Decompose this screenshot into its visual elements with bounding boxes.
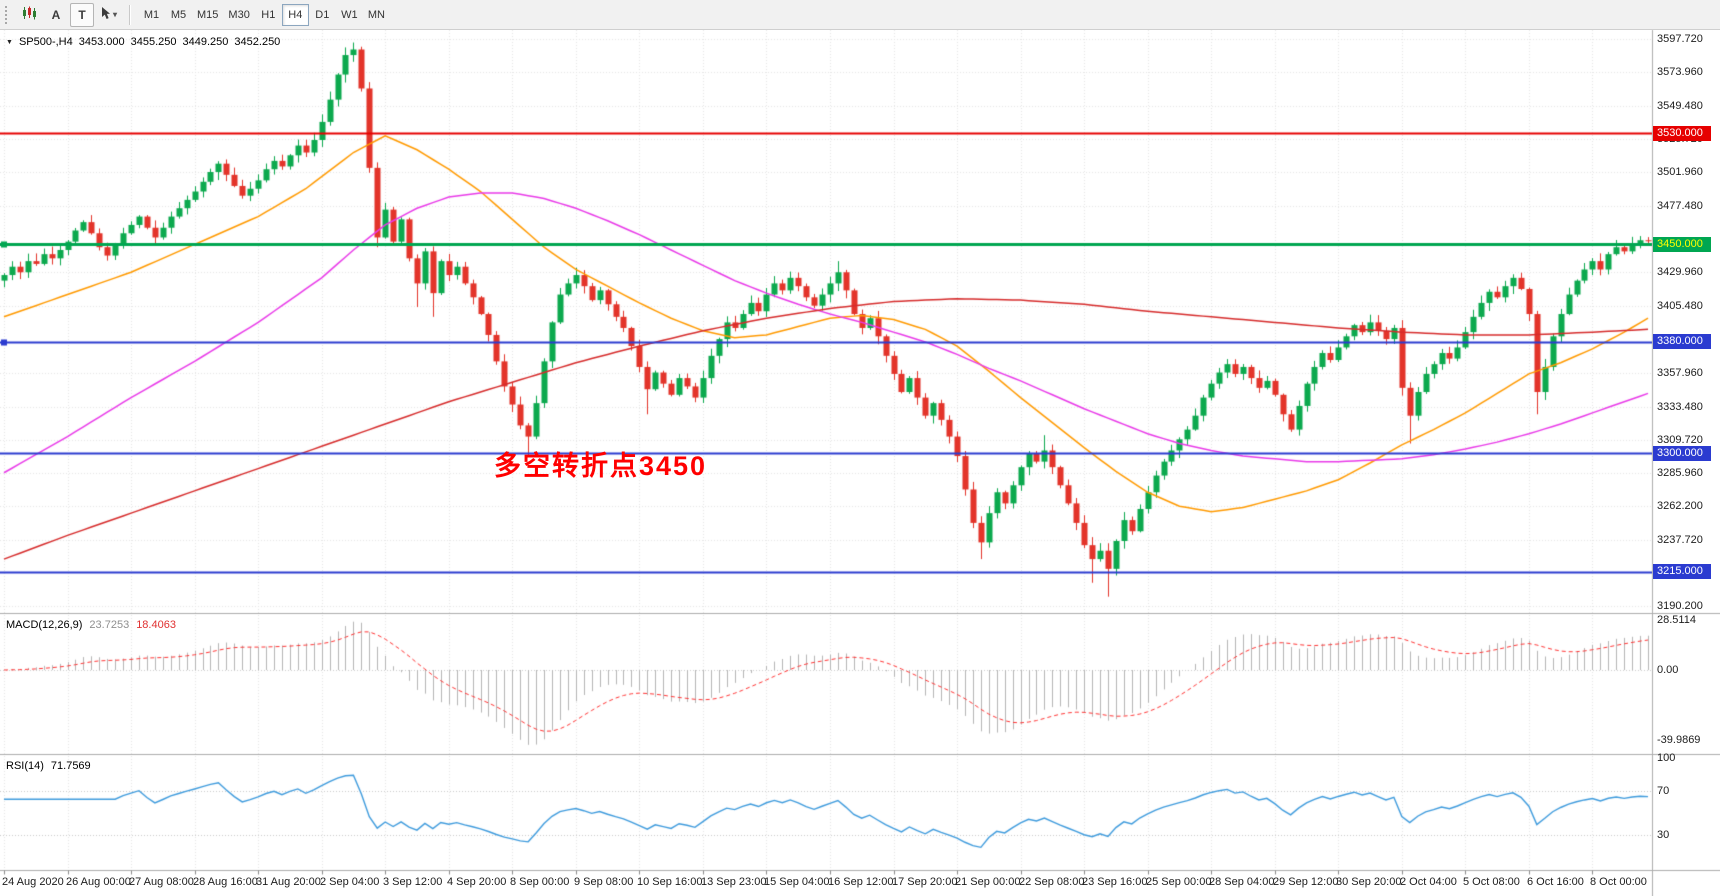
timeframe-m15[interactable]: M15 [192, 4, 223, 26]
bar-close-value: 3452.250 [234, 36, 281, 48]
bar-high-value: 3455.250 [130, 36, 177, 48]
timeframe-d1[interactable]: D1 [309, 4, 336, 26]
timeframe-h4[interactable]: H4 [281, 3, 309, 26]
chart-type-button[interactable] [18, 3, 42, 27]
bar-open-value: 3453.000 [78, 36, 125, 48]
timeframe-mn[interactable]: MN [363, 4, 390, 26]
label-tool-button[interactable]: T [70, 2, 94, 27]
bar-low-value: 3449.250 [182, 36, 229, 48]
cursor-tool-button[interactable]: ▾ [96, 3, 121, 27]
rsi-indicator-header: RSI(14) 71.7569 [6, 760, 91, 772]
rsi-value: 71.7569 [50, 760, 91, 772]
timeframe-group: M1 M5 M15 M30 H1 H4 D1 W1 MN [138, 3, 390, 26]
macd-indicator-header: MACD(12,26,9) 23.7253 18.4063 [6, 619, 176, 631]
macd-title: MACD(12,26,9) [6, 619, 83, 631]
macd-signal-value: 18.4063 [136, 619, 176, 631]
timeframe-m1[interactable]: M1 [138, 4, 165, 26]
label-tool-label: T [78, 7, 86, 22]
toolbar-grip[interactable] [5, 5, 11, 24]
symbol-period-label: SP500-,H4 [18, 36, 73, 48]
timeframe-m5[interactable]: M5 [165, 4, 192, 26]
toolbar: A T ▾ M1 M5 M15 M30 H1 H4 D1 W1 MN [0, 0, 1720, 30]
chart-symbol-header: ▼ SP500-,H4 3453.000 3455.250 3449.250 3… [6, 36, 280, 48]
chevron-down-icon: ▾ [113, 10, 118, 19]
chart-annotation[interactable]: 多空转折点3450 [494, 451, 708, 481]
timeframe-w1[interactable]: W1 [336, 4, 363, 26]
candlestick-chart-icon [22, 6, 38, 23]
rsi-title: RSI(14) [6, 760, 44, 772]
timeframe-h1[interactable]: H1 [255, 4, 282, 26]
text-tool-button[interactable]: A [44, 3, 68, 27]
macd-main-value: 23.7253 [89, 619, 130, 631]
timeframe-m30[interactable]: M30 [223, 4, 254, 26]
cursor-icon [100, 6, 111, 23]
toolbar-separator [129, 4, 131, 25]
collapse-arrow-icon[interactable]: ▼ [6, 38, 13, 46]
text-tool-label: A [51, 7, 61, 22]
